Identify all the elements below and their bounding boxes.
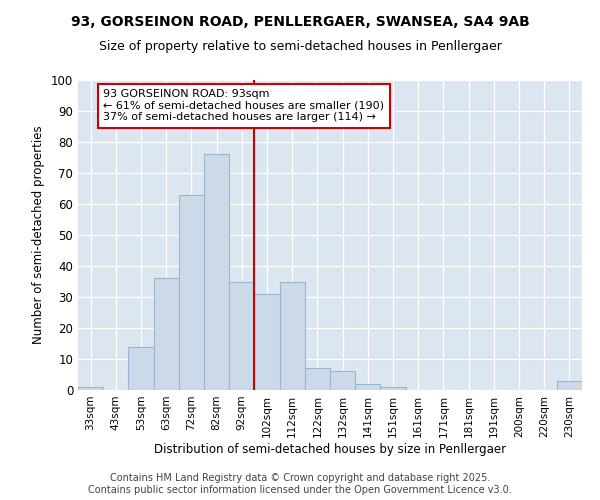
Bar (78, 387, 103, 390)
Bar (204, 154, 229, 390)
Bar (154, 278, 179, 390)
Bar (355, 384, 380, 390)
Bar (179, 194, 204, 390)
Text: Contains HM Land Registry data © Crown copyright and database right 2025.
Contai: Contains HM Land Registry data © Crown c… (88, 474, 512, 495)
Bar (254, 294, 280, 390)
Bar (280, 282, 305, 390)
Bar (305, 368, 330, 390)
Y-axis label: Number of semi-detached properties: Number of semi-detached properties (32, 126, 46, 344)
Bar (229, 282, 254, 390)
Text: 93, GORSEINON ROAD, PENLLERGAER, SWANSEA, SA4 9AB: 93, GORSEINON ROAD, PENLLERGAER, SWANSEA… (71, 15, 529, 29)
Text: 93 GORSEINON ROAD: 93sqm
← 61% of semi-detached houses are smaller (190)
37% of : 93 GORSEINON ROAD: 93sqm ← 61% of semi-d… (103, 90, 384, 122)
Bar (330, 372, 355, 390)
Bar (557, 380, 582, 390)
Bar (128, 346, 154, 390)
Text: Size of property relative to semi-detached houses in Penllergaer: Size of property relative to semi-detach… (98, 40, 502, 53)
Bar (380, 387, 406, 390)
X-axis label: Distribution of semi-detached houses by size in Penllergaer: Distribution of semi-detached houses by … (154, 442, 506, 456)
